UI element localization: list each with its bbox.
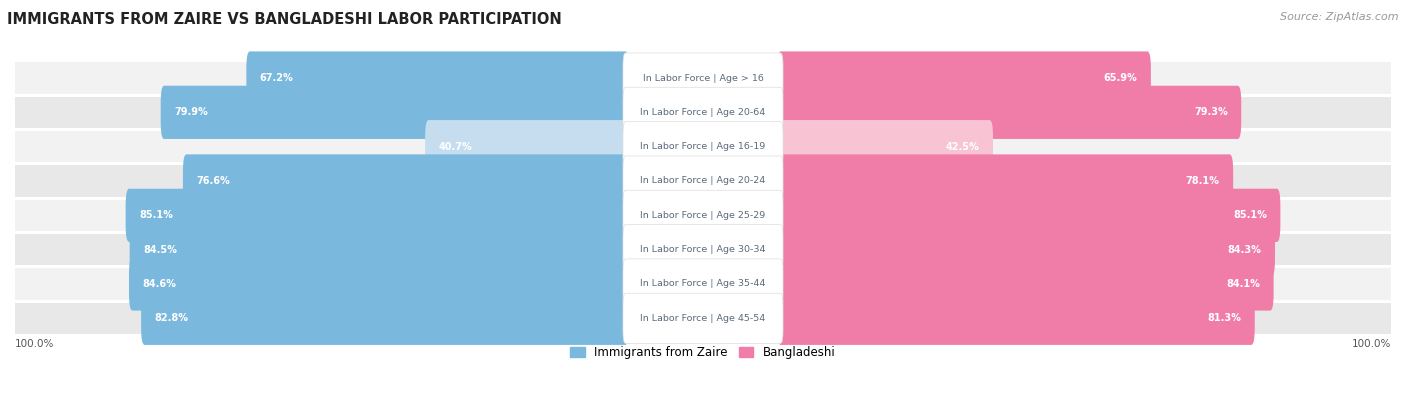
FancyBboxPatch shape bbox=[623, 225, 783, 275]
Text: IMMIGRANTS FROM ZAIRE VS BANGLADESHI LABOR PARTICIPATION: IMMIGRANTS FROM ZAIRE VS BANGLADESHI LAB… bbox=[7, 12, 562, 27]
FancyBboxPatch shape bbox=[129, 258, 628, 310]
FancyBboxPatch shape bbox=[623, 156, 783, 206]
Text: 84.1%: 84.1% bbox=[1226, 279, 1260, 289]
FancyBboxPatch shape bbox=[778, 189, 1281, 242]
FancyBboxPatch shape bbox=[15, 165, 1391, 197]
Text: 81.3%: 81.3% bbox=[1208, 313, 1241, 324]
FancyBboxPatch shape bbox=[623, 259, 783, 309]
Text: 100.0%: 100.0% bbox=[1351, 339, 1391, 349]
Text: 84.5%: 84.5% bbox=[143, 245, 177, 255]
Text: Source: ZipAtlas.com: Source: ZipAtlas.com bbox=[1281, 12, 1399, 22]
FancyBboxPatch shape bbox=[15, 303, 1391, 334]
Text: 40.7%: 40.7% bbox=[439, 142, 472, 152]
FancyBboxPatch shape bbox=[778, 86, 1241, 139]
Text: 82.8%: 82.8% bbox=[155, 313, 188, 324]
FancyBboxPatch shape bbox=[778, 258, 1274, 310]
Text: 42.5%: 42.5% bbox=[946, 142, 980, 152]
Text: In Labor Force | Age > 16: In Labor Force | Age > 16 bbox=[643, 73, 763, 83]
FancyBboxPatch shape bbox=[623, 293, 783, 343]
Text: In Labor Force | Age 20-64: In Labor Force | Age 20-64 bbox=[640, 108, 766, 117]
Text: In Labor Force | Age 30-34: In Labor Force | Age 30-34 bbox=[640, 245, 766, 254]
FancyBboxPatch shape bbox=[15, 234, 1391, 265]
Text: In Labor Force | Age 35-44: In Labor Force | Age 35-44 bbox=[640, 280, 766, 288]
FancyBboxPatch shape bbox=[778, 51, 1152, 105]
Legend: Immigrants from Zaire, Bangladeshi: Immigrants from Zaire, Bangladeshi bbox=[565, 341, 841, 363]
FancyBboxPatch shape bbox=[15, 62, 1391, 94]
Text: In Labor Force | Age 25-29: In Labor Force | Age 25-29 bbox=[640, 211, 766, 220]
FancyBboxPatch shape bbox=[778, 292, 1254, 345]
FancyBboxPatch shape bbox=[160, 86, 628, 139]
FancyBboxPatch shape bbox=[623, 190, 783, 241]
FancyBboxPatch shape bbox=[778, 120, 993, 173]
FancyBboxPatch shape bbox=[778, 154, 1233, 208]
Text: 67.2%: 67.2% bbox=[260, 73, 294, 83]
FancyBboxPatch shape bbox=[141, 292, 628, 345]
FancyBboxPatch shape bbox=[15, 131, 1391, 162]
FancyBboxPatch shape bbox=[623, 87, 783, 137]
Text: 79.3%: 79.3% bbox=[1194, 107, 1227, 117]
Text: 84.3%: 84.3% bbox=[1227, 245, 1261, 255]
Text: 76.6%: 76.6% bbox=[197, 176, 231, 186]
FancyBboxPatch shape bbox=[129, 223, 628, 276]
FancyBboxPatch shape bbox=[15, 96, 1391, 128]
Text: In Labor Force | Age 20-24: In Labor Force | Age 20-24 bbox=[640, 177, 766, 186]
Text: 84.6%: 84.6% bbox=[142, 279, 176, 289]
Text: 85.1%: 85.1% bbox=[139, 210, 173, 220]
FancyBboxPatch shape bbox=[15, 268, 1391, 300]
Text: 79.9%: 79.9% bbox=[174, 107, 208, 117]
Text: In Labor Force | Age 45-54: In Labor Force | Age 45-54 bbox=[640, 314, 766, 323]
Text: 65.9%: 65.9% bbox=[1104, 73, 1137, 83]
Text: 100.0%: 100.0% bbox=[15, 339, 55, 349]
FancyBboxPatch shape bbox=[125, 189, 628, 242]
FancyBboxPatch shape bbox=[183, 154, 628, 208]
FancyBboxPatch shape bbox=[246, 51, 628, 105]
FancyBboxPatch shape bbox=[623, 122, 783, 172]
Text: 85.1%: 85.1% bbox=[1233, 210, 1267, 220]
Text: In Labor Force | Age 16-19: In Labor Force | Age 16-19 bbox=[640, 142, 766, 151]
FancyBboxPatch shape bbox=[623, 53, 783, 103]
Text: 78.1%: 78.1% bbox=[1185, 176, 1219, 186]
FancyBboxPatch shape bbox=[778, 223, 1275, 276]
FancyBboxPatch shape bbox=[425, 120, 628, 173]
FancyBboxPatch shape bbox=[15, 199, 1391, 231]
